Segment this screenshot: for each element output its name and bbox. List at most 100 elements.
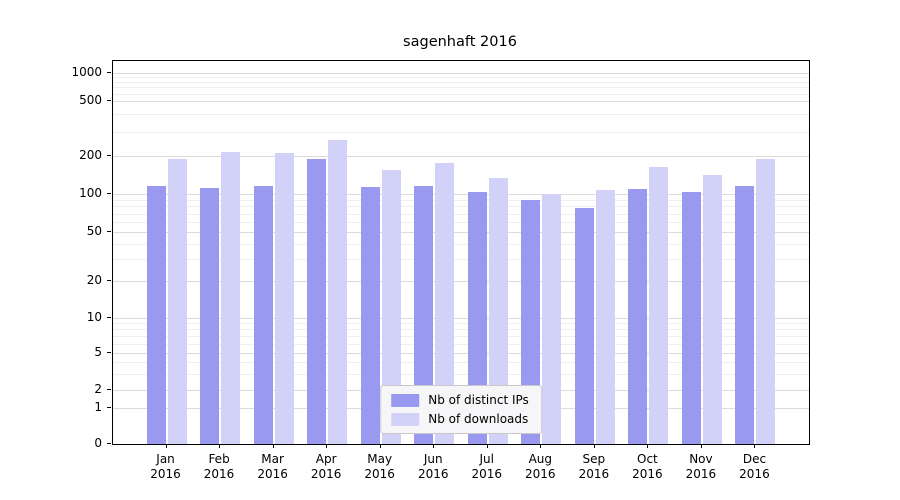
bar-distinct-ips-apr	[307, 158, 327, 444]
y-tick-label: 200	[79, 148, 102, 162]
x-tick-label-oct: Oct 2016	[632, 452, 663, 481]
gridline-minor	[113, 131, 809, 133]
x-tick-label-apr: Apr 2016	[310, 452, 342, 481]
y-tick-mark	[107, 100, 111, 101]
gridline-minor	[113, 343, 809, 345]
bar-downloads-dec	[756, 158, 776, 444]
bar-downloads-oct	[649, 166, 669, 444]
chart-title: sagenhaft 2016	[403, 34, 517, 50]
bar-distinct-ips-oct	[628, 188, 648, 444]
x-tick-label-jan: Jan 2016	[150, 452, 181, 481]
y-tick-label: 100	[79, 186, 102, 200]
y-tick-label: 5	[94, 345, 102, 359]
bar-distinct-ips-mar	[253, 186, 273, 444]
x-tick-mark	[700, 444, 702, 448]
gridline-minor	[113, 77, 809, 79]
x-tick-label-jul: Jul 2016	[471, 452, 503, 481]
gridline-major	[113, 156, 809, 157]
y-tick-label: 20	[86, 273, 102, 287]
gridline-minor	[113, 362, 809, 363]
legend-item-distinct-ips: Nb of distinct IPs	[391, 393, 529, 407]
bar-downloads-aug	[542, 194, 562, 444]
x-tick-label-dec: Dec 2016	[739, 452, 770, 481]
x-tick-label-jun: Jun 2016	[417, 452, 449, 481]
gridline-minor	[113, 206, 809, 208]
x-tick-mark	[379, 444, 381, 448]
bar-downloads-may	[381, 169, 401, 444]
bar-downloads-jan	[167, 158, 187, 444]
y-tick-label: 1	[94, 400, 102, 414]
gridline-minor	[113, 82, 809, 83]
y-tick-mark	[107, 280, 111, 281]
x-tick-mark	[433, 444, 435, 448]
gridline-minor	[113, 259, 809, 261]
gridline-minor	[113, 213, 809, 215]
gridline-minor	[113, 222, 809, 223]
x-tick-label-aug: Aug 2016	[525, 452, 556, 481]
y-tick-mark	[107, 231, 111, 232]
x-tick-mark	[486, 444, 488, 448]
gridline-minor	[113, 114, 809, 116]
x-tick-mark	[272, 444, 274, 448]
x-tick-mark	[165, 444, 167, 448]
bar-downloads-jun	[435, 163, 455, 444]
gridline-minor	[113, 373, 809, 375]
y-tick-label: 500	[79, 93, 102, 107]
legend: Nb of distinct IPs Nb of downloads	[380, 385, 542, 434]
y-tick-mark	[107, 193, 111, 194]
gridline-minor	[113, 93, 809, 95]
y-tick-mark	[107, 443, 111, 444]
x-tick-label-nov: Nov 2016	[685, 452, 717, 481]
bar-distinct-ips-dec	[735, 186, 755, 444]
gridline-minor	[113, 329, 809, 331]
bar-downloads-jul	[488, 177, 508, 444]
bar-distinct-ips-nov	[681, 191, 701, 444]
plot-area: Nb of distinct IPs Nb of downloads	[112, 60, 810, 445]
y-tick-mark	[107, 155, 111, 156]
gridline-minor	[113, 336, 809, 337]
gridline-major	[113, 353, 809, 354]
gridline-minor	[113, 199, 809, 201]
gridline-major	[113, 73, 809, 74]
bar-distinct-ips-jul	[467, 192, 487, 444]
y-tick-label: 2	[94, 382, 102, 396]
x-tick-label-mar: Mar 2016	[257, 452, 288, 481]
y-tick-mark	[107, 389, 111, 390]
x-tick-label-feb: Feb 2016	[203, 452, 235, 481]
gridline-minor	[113, 323, 809, 325]
bar-downloads-apr	[328, 140, 348, 444]
bar-downloads-feb	[221, 151, 241, 444]
bar-downloads-nov	[702, 174, 722, 444]
bar-distinct-ips-sep	[574, 207, 594, 444]
legend-item-downloads: Nb of downloads	[391, 412, 529, 426]
x-tick-mark	[754, 444, 756, 448]
bar-distinct-ips-feb	[200, 187, 220, 444]
x-tick-mark	[647, 444, 649, 448]
x-tick-mark	[326, 444, 328, 448]
gridline-major	[113, 281, 809, 282]
x-tick-mark	[219, 444, 221, 448]
bar-distinct-ips-jan	[146, 186, 166, 444]
legend-swatch-downloads	[391, 412, 420, 426]
x-tick-label-sep: Sep 2016	[578, 452, 610, 481]
legend-label-downloads: Nb of downloads	[428, 412, 529, 426]
gridline-major	[113, 318, 809, 319]
y-tick-label: 50	[86, 224, 102, 238]
y-tick-label: 10	[86, 310, 102, 324]
legend-label-distinct-ips: Nb of distinct IPs	[428, 393, 529, 407]
y-tick-label: 1000	[71, 65, 102, 79]
x-tick-mark	[540, 444, 542, 448]
legend-swatch-distinct-ips	[391, 393, 420, 407]
gridline-major	[113, 232, 809, 233]
bar-downloads-mar	[274, 153, 294, 444]
gridline-major	[113, 101, 809, 102]
x-tick-mark	[593, 444, 595, 448]
x-tick-label-may: May 2016	[364, 452, 395, 481]
y-tick-label: 0	[94, 436, 102, 450]
bar-distinct-ips-jun	[414, 186, 434, 444]
bar-downloads-sep	[595, 189, 615, 444]
bar-distinct-ips-aug	[521, 199, 541, 444]
bar-distinct-ips-may	[360, 187, 380, 444]
y-tick-mark	[107, 407, 111, 408]
